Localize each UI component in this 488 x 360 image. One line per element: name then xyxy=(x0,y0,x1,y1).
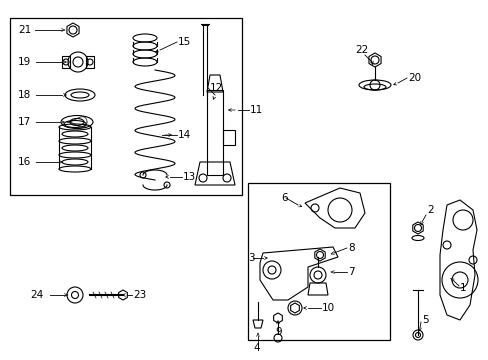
Text: 5: 5 xyxy=(421,315,428,325)
Text: 3: 3 xyxy=(247,253,254,263)
Text: 9: 9 xyxy=(274,327,281,337)
Text: 11: 11 xyxy=(249,105,263,115)
Text: 22: 22 xyxy=(354,45,367,55)
Text: 20: 20 xyxy=(407,73,420,83)
Text: 21: 21 xyxy=(18,25,31,35)
Text: 2: 2 xyxy=(426,205,433,215)
Text: 1: 1 xyxy=(459,283,466,293)
Text: 15: 15 xyxy=(178,37,191,47)
Text: 14: 14 xyxy=(178,130,191,140)
Bar xyxy=(247,183,389,340)
Text: 8: 8 xyxy=(347,243,354,253)
Text: 24: 24 xyxy=(30,290,43,300)
Text: 12: 12 xyxy=(209,83,223,93)
Text: 16: 16 xyxy=(18,157,31,167)
Text: 7: 7 xyxy=(347,267,354,277)
Text: 4: 4 xyxy=(252,343,259,353)
Text: 6: 6 xyxy=(281,193,287,203)
Text: 17: 17 xyxy=(18,117,31,127)
Text: 10: 10 xyxy=(321,303,334,313)
Text: 13: 13 xyxy=(183,172,196,182)
Text: 18: 18 xyxy=(18,90,31,100)
Text: 23: 23 xyxy=(133,290,146,300)
Bar xyxy=(10,18,242,195)
Text: 19: 19 xyxy=(18,57,31,67)
